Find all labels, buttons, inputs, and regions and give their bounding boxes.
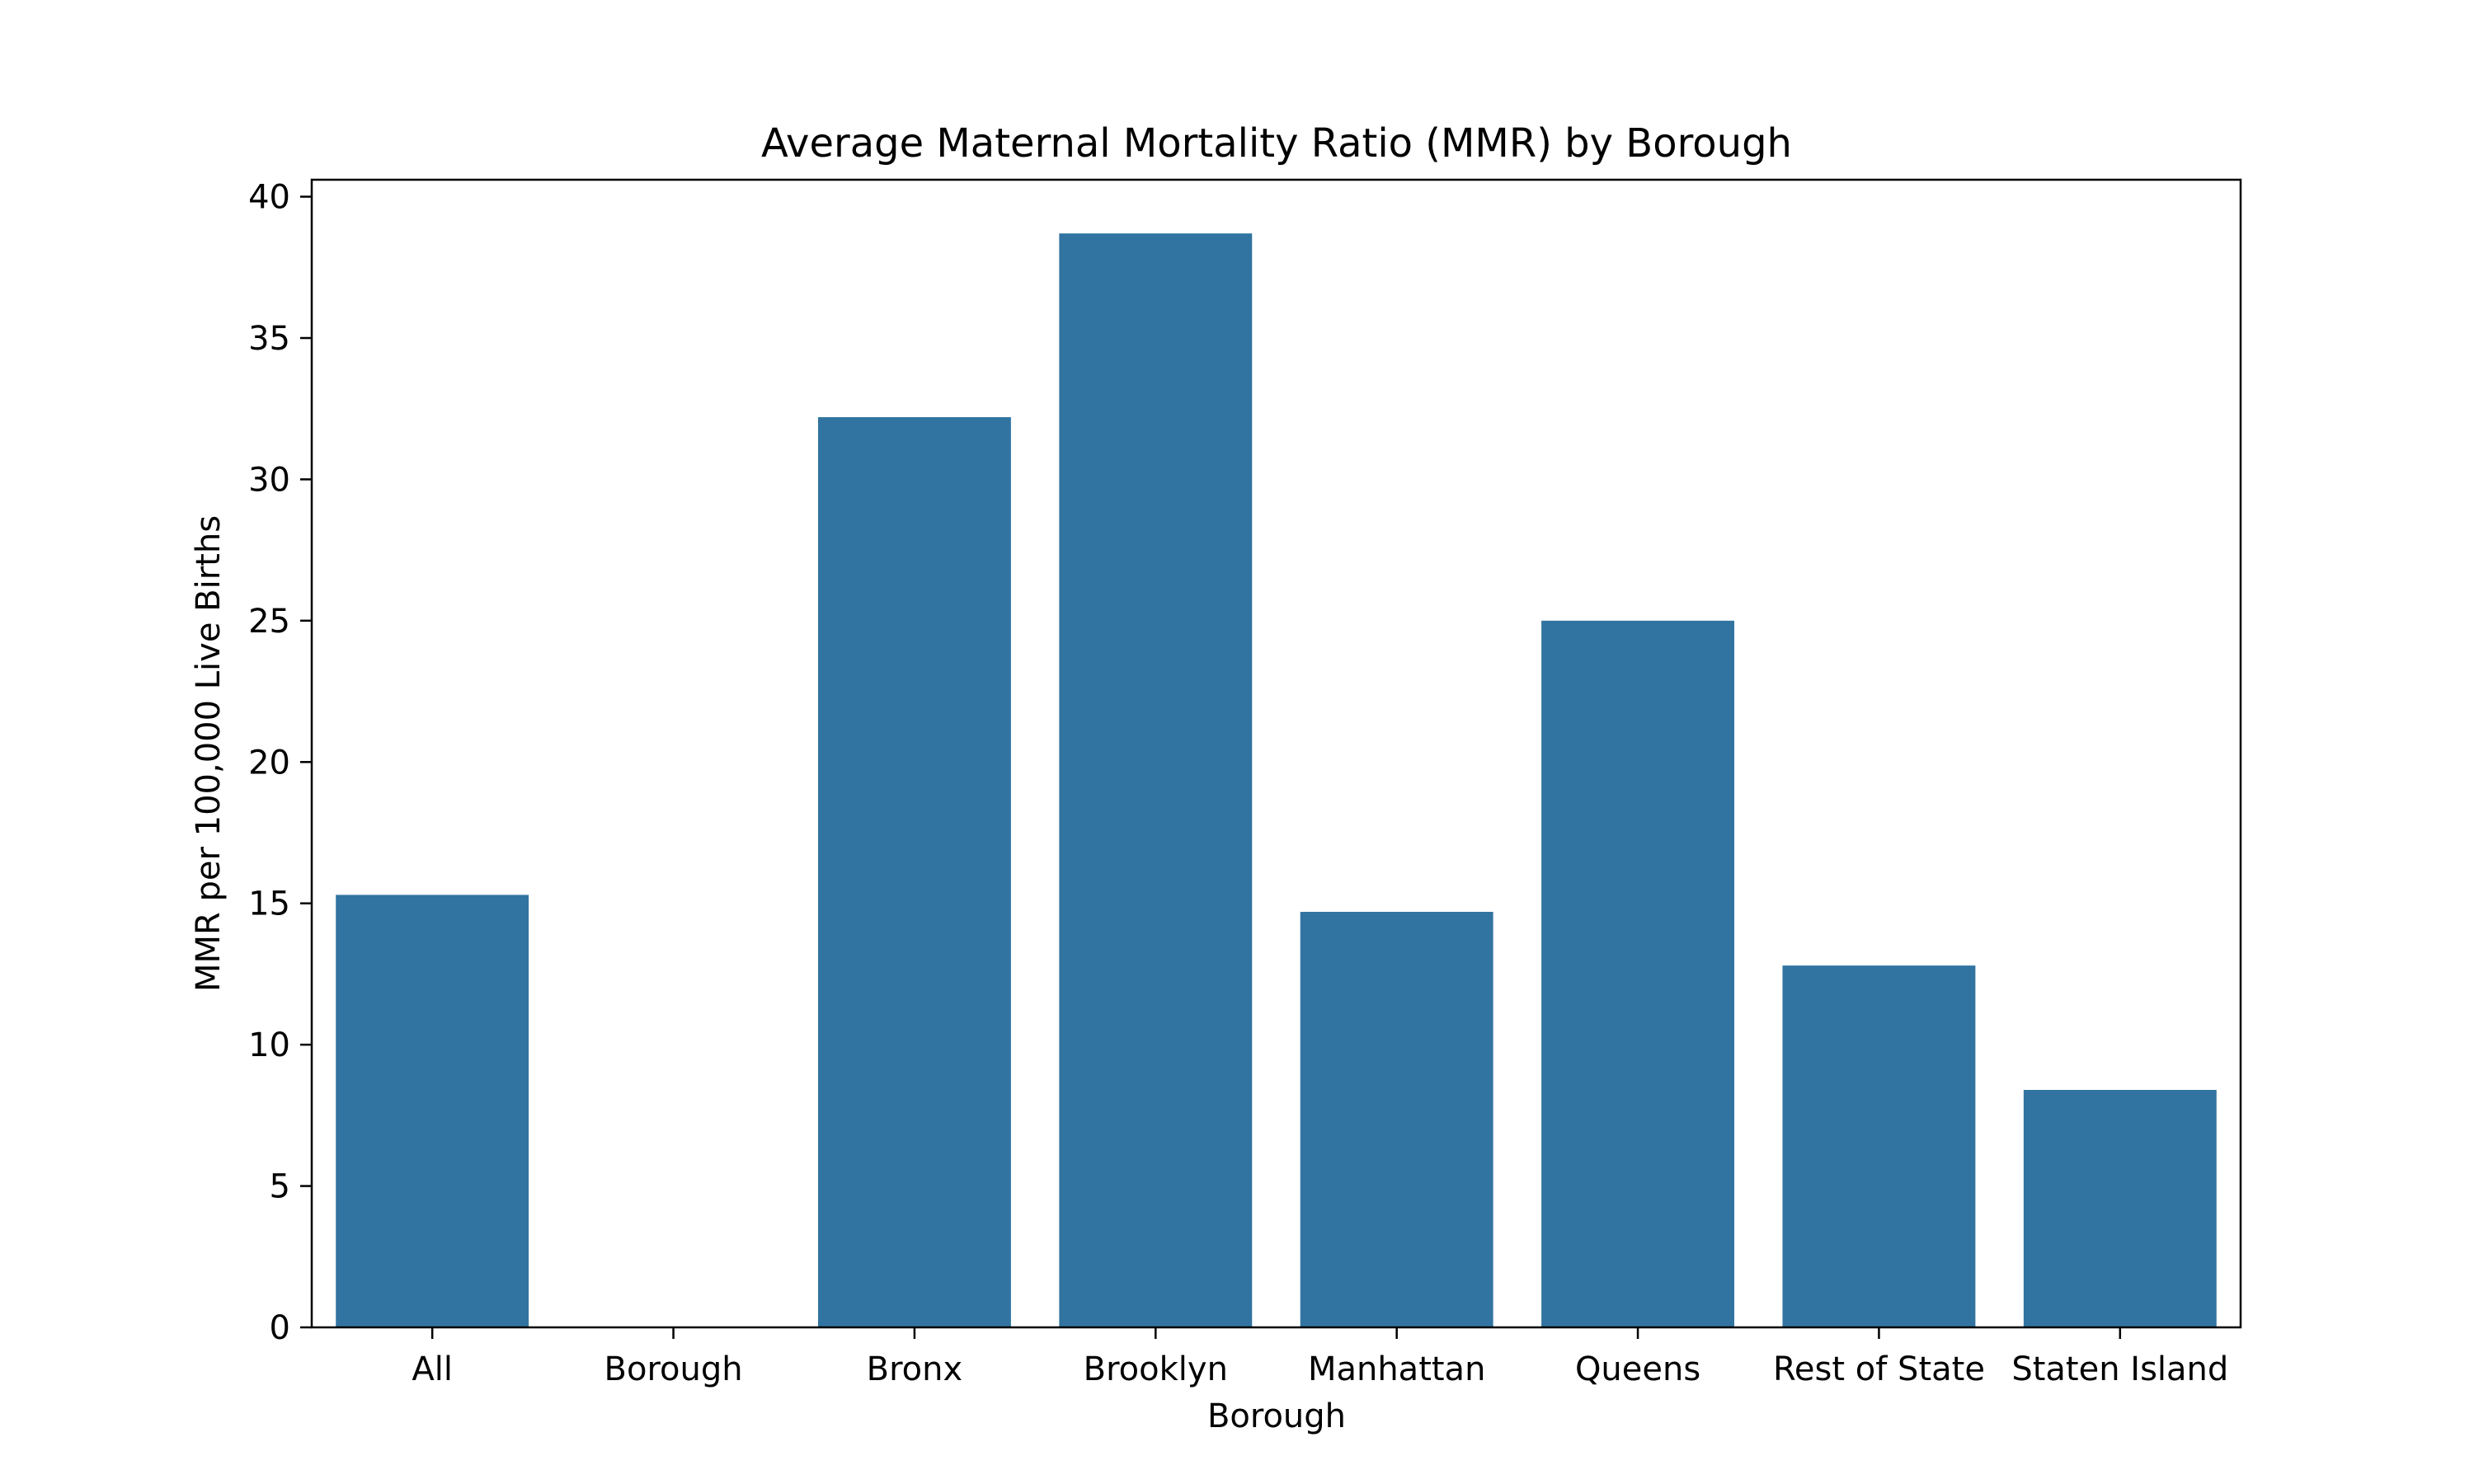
y-axis-title: MMR per 100,000 Live Births — [190, 515, 228, 992]
x-tick-label: Staten Island — [2011, 1350, 2228, 1388]
y-tick-label: 20 — [248, 744, 290, 782]
chart-title: Average Maternal Mortality Ratio (MMR) b… — [761, 120, 1792, 167]
y-tick-label: 25 — [248, 603, 290, 641]
x-axis: All Borough Bronx Brooklyn Manhattan Queens Re… — [412, 1327, 2228, 1388]
x-tick-label: Bronx — [867, 1350, 963, 1388]
bar — [336, 895, 529, 1327]
y-tick-label: 35 — [248, 320, 290, 358]
bar — [1541, 620, 1735, 1327]
x-tick-label: All — [412, 1350, 453, 1388]
x-tick-label: Borough — [604, 1350, 743, 1388]
bar — [1300, 912, 1493, 1327]
y-tick-label: 5 — [270, 1168, 290, 1206]
y-tick-label: 30 — [248, 461, 290, 499]
x-tick-label: Brooklyn — [1084, 1350, 1228, 1388]
x-axis-title: Borough — [1207, 1397, 1346, 1435]
bar — [1782, 965, 1976, 1327]
y-tick-label: 40 — [248, 179, 290, 217]
bar — [2023, 1090, 2217, 1327]
y-tick-label: 0 — [270, 1309, 290, 1347]
bars-group — [336, 233, 2217, 1328]
x-tick-label: Rest of State — [1773, 1350, 1985, 1388]
y-tick-label: 15 — [248, 885, 290, 923]
bar — [817, 417, 1011, 1327]
plot-frame — [310, 178, 2242, 1329]
x-tick-label: Queens — [1575, 1350, 1700, 1388]
y-axis: 0 5 10 15 20 25 30 35 40 — [248, 179, 312, 1347]
x-tick-label: Manhattan — [1308, 1350, 1485, 1388]
bar — [1059, 233, 1253, 1328]
y-tick-label: 10 — [248, 1026, 290, 1064]
